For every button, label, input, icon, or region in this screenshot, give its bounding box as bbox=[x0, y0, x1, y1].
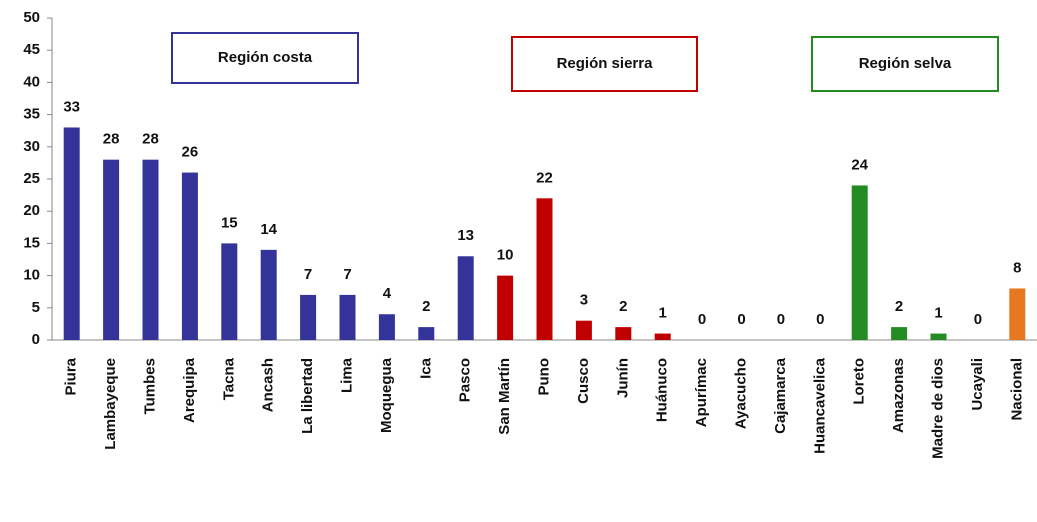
x-tick-label: Moquegua bbox=[378, 357, 395, 433]
x-tick-label: Junín bbox=[614, 358, 631, 398]
legend-label: Región sierra bbox=[557, 55, 654, 72]
data-label: 14 bbox=[260, 221, 277, 238]
data-label: 7 bbox=[343, 266, 351, 283]
x-tick-label: Loreto bbox=[851, 358, 868, 405]
legend-label: Región costa bbox=[218, 49, 313, 66]
x-tick-label: Ancash bbox=[260, 358, 277, 412]
data-label: 24 bbox=[851, 156, 868, 173]
y-tick-label: 40 bbox=[23, 73, 40, 90]
bar bbox=[1009, 288, 1026, 340]
data-label: 0 bbox=[777, 311, 785, 328]
bar bbox=[142, 159, 159, 340]
x-tick-label: Piura bbox=[63, 357, 80, 395]
bar bbox=[181, 172, 198, 340]
bar bbox=[615, 327, 632, 340]
x-tick-label: Huancavelica bbox=[811, 357, 828, 454]
bar bbox=[575, 320, 592, 340]
legend-box bbox=[511, 36, 698, 92]
data-label: 0 bbox=[737, 311, 745, 328]
data-label: 2 bbox=[422, 298, 430, 315]
x-tick-label: Huánuco bbox=[654, 358, 671, 422]
x-tick-label: Nacional bbox=[1008, 358, 1025, 421]
data-label: 28 bbox=[142, 131, 159, 148]
y-tick-label: 10 bbox=[23, 267, 40, 284]
legend-label: Región selva bbox=[859, 55, 952, 72]
y-tick-label: 0 bbox=[32, 331, 40, 348]
y-tick-label: 5 bbox=[32, 299, 40, 316]
x-tick-label: San Martín bbox=[496, 358, 513, 435]
data-label: 33 bbox=[63, 98, 80, 115]
x-tick-label: Arequipa bbox=[181, 357, 198, 423]
bar bbox=[418, 327, 435, 340]
bar bbox=[497, 275, 514, 340]
bar bbox=[260, 249, 277, 340]
y-tick-label: 45 bbox=[23, 41, 40, 58]
x-tick-label: Madre de dios bbox=[929, 358, 946, 459]
legend-box bbox=[171, 32, 359, 84]
bar bbox=[654, 333, 671, 340]
y-tick-label: 35 bbox=[23, 106, 40, 123]
x-tick-label: Lambayeque bbox=[102, 358, 119, 450]
bar bbox=[300, 294, 317, 340]
y-tick-label: 30 bbox=[23, 138, 40, 155]
data-label: 2 bbox=[895, 298, 903, 315]
x-tick-label: Cajamarca bbox=[772, 357, 789, 434]
data-label: 22 bbox=[536, 169, 553, 186]
data-label: 28 bbox=[103, 131, 120, 148]
bar bbox=[339, 294, 356, 340]
x-tick-label: Pasco bbox=[457, 358, 474, 402]
bar bbox=[457, 256, 474, 340]
data-label: 15 bbox=[221, 214, 238, 231]
bar bbox=[63, 127, 80, 340]
data-label: 0 bbox=[816, 311, 824, 328]
y-tick-label: 50 bbox=[23, 9, 40, 26]
data-label: 1 bbox=[659, 305, 667, 322]
data-label: 8 bbox=[1013, 259, 1021, 276]
data-label: 7 bbox=[304, 266, 312, 283]
data-label: 10 bbox=[497, 247, 514, 264]
bar bbox=[103, 159, 120, 340]
legend-box bbox=[811, 36, 999, 92]
bar bbox=[536, 198, 553, 340]
x-tick-label: Lima bbox=[338, 357, 355, 393]
y-tick-label: 15 bbox=[23, 234, 40, 251]
data-label: 0 bbox=[698, 311, 706, 328]
x-tick-label: Ucayali bbox=[969, 358, 986, 411]
x-tick-label: La libertad bbox=[299, 358, 316, 434]
bar bbox=[851, 185, 868, 340]
bar bbox=[221, 243, 238, 340]
data-label: 26 bbox=[182, 144, 199, 161]
bar bbox=[378, 314, 395, 340]
y-tick-label: 20 bbox=[23, 202, 40, 219]
y-tick-label: 25 bbox=[23, 170, 40, 187]
x-tick-label: Tacna bbox=[220, 357, 237, 400]
data-label: 3 bbox=[580, 292, 588, 309]
data-label: 0 bbox=[974, 311, 982, 328]
x-tick-label: Ica bbox=[417, 357, 434, 379]
bar bbox=[891, 327, 908, 340]
data-label: 4 bbox=[383, 285, 392, 302]
x-tick-label: Puno bbox=[535, 358, 552, 396]
x-tick-label: Ayacucho bbox=[732, 358, 749, 429]
data-label: 13 bbox=[457, 227, 474, 244]
bar bbox=[930, 333, 947, 340]
data-label: 2 bbox=[619, 298, 627, 315]
x-tick-label: Cusco bbox=[575, 358, 592, 404]
x-tick-label: Tumbes bbox=[141, 358, 158, 414]
x-tick-label: Amazonas bbox=[890, 358, 907, 433]
x-tick-label: Apurímac bbox=[693, 358, 710, 427]
data-label: 1 bbox=[934, 305, 942, 322]
